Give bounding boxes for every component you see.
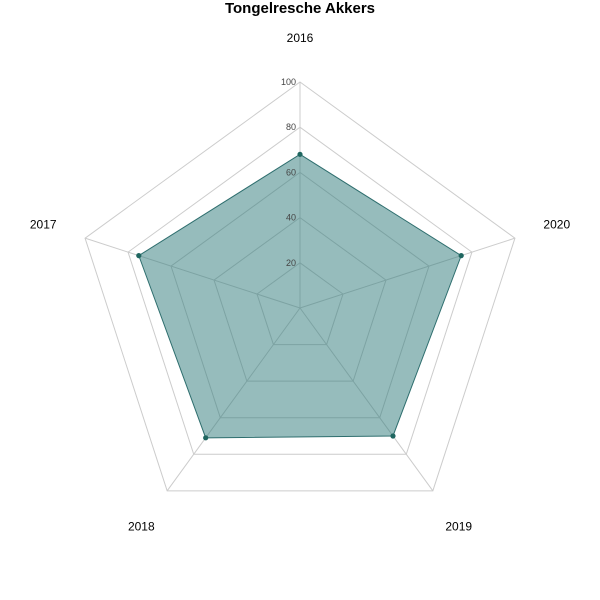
category-label-2019: 2019 bbox=[445, 519, 472, 533]
chart-title: Tongelresche Akkers bbox=[225, 0, 375, 17]
category-label-2020: 2020 bbox=[543, 218, 570, 232]
data-point-2017 bbox=[136, 253, 142, 259]
series-area bbox=[138, 153, 462, 439]
tick-label-80: 80 bbox=[286, 122, 296, 132]
tick-label-20: 20 bbox=[286, 258, 296, 268]
radar-data bbox=[136, 151, 464, 441]
tick-label-40: 40 bbox=[286, 213, 296, 223]
grid-ring-80 bbox=[127, 126, 473, 455]
data-point-2018 bbox=[203, 435, 209, 441]
category-label-2016: 2016 bbox=[287, 31, 314, 45]
data-point-2020 bbox=[458, 253, 464, 259]
data-point-2016 bbox=[297, 151, 303, 157]
radial-tick-labels: 20 40 60 80 100 bbox=[281, 77, 296, 268]
category-label-2018: 2018 bbox=[128, 519, 155, 533]
data-point-2019 bbox=[390, 433, 396, 439]
grid-ring-100 bbox=[84, 81, 516, 492]
tick-label-60: 60 bbox=[286, 167, 296, 177]
category-label-2017: 2017 bbox=[30, 218, 57, 232]
category-labels: 2016 2020 2019 2018 2017 bbox=[30, 31, 571, 533]
tick-label-100: 100 bbox=[281, 77, 296, 87]
